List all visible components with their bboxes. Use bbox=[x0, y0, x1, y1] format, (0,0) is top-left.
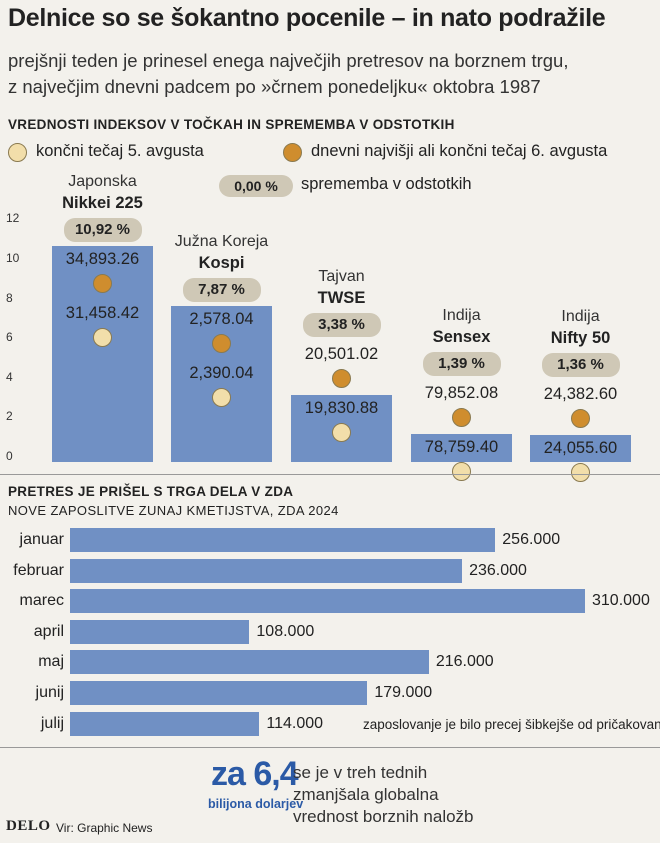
bar-kospi bbox=[171, 306, 272, 462]
jobs-bar-april bbox=[70, 619, 250, 644]
footer-text-1: se je v treh tednih bbox=[293, 763, 428, 782]
light-dot-legend-icon bbox=[8, 143, 27, 162]
y-tick-label: 0 bbox=[6, 449, 13, 463]
jobs-bar-maj bbox=[70, 650, 429, 675]
y-tick-label: 6 bbox=[6, 330, 13, 345]
legend-pill-desc: sprememba v odstotkih bbox=[301, 175, 472, 193]
jobs-bar-chart: januar 256.000 februar 236.000 marec 310.000 a… bbox=[13, 528, 650, 736]
country-label: Indija bbox=[442, 307, 481, 325]
page-title: Delnice so se šokantno pocenile – in nat… bbox=[8, 4, 606, 32]
month-label: junij bbox=[35, 684, 64, 701]
jobs-bar-februar bbox=[70, 558, 463, 583]
jobs-bar-januar bbox=[70, 528, 496, 552]
high-aug6-value: 34,893.26 bbox=[65, 249, 140, 268]
footer-big-number: za 6,4 bbox=[211, 755, 299, 793]
country-label: Južna Koreja bbox=[174, 233, 269, 251]
month-label: julij bbox=[40, 714, 64, 732]
high-aug6-value: 79,852.08 bbox=[424, 384, 499, 403]
footer-text-3: vrednost borznih naložb bbox=[293, 807, 474, 826]
month-label: marec bbox=[19, 592, 64, 610]
high-aug6-value: 2,578.04 bbox=[189, 310, 254, 329]
light-dot-icon bbox=[571, 463, 590, 483]
close-aug5-value: 31,458.42 bbox=[65, 303, 140, 322]
country-label: Indija bbox=[561, 308, 600, 326]
jobs-bar-marec bbox=[70, 589, 585, 614]
change-pill: 3,38 % bbox=[302, 313, 381, 338]
footer-divider bbox=[0, 747, 660, 748]
dark-dot-icon bbox=[452, 408, 471, 428]
change-pill: 1,36 % bbox=[541, 353, 620, 378]
jobs-bar-julij bbox=[70, 711, 260, 736]
dark-dot-icon bbox=[93, 273, 112, 293]
jobs-value: 310.000 bbox=[592, 592, 650, 610]
index-name: TWSE bbox=[317, 289, 366, 308]
subtitle-line-1: prejšnji teden je prinesel enega največj… bbox=[8, 50, 569, 71]
country-label: Tajvan bbox=[318, 268, 365, 286]
dark-dot-icon bbox=[332, 369, 351, 389]
delo-logo: DELO bbox=[6, 818, 51, 834]
close-aug5-value: 19,830.88 bbox=[304, 399, 379, 418]
jobs-value: 216.000 bbox=[435, 653, 494, 671]
month-label: januar bbox=[19, 531, 64, 548]
section2-title: PRETRES JE PRIŠEL S TRGA DELA V ZDA bbox=[8, 484, 294, 499]
index-name: Nifty 50 bbox=[550, 329, 611, 348]
dark-dot-icon bbox=[212, 334, 231, 354]
y-tick-label: 12 bbox=[6, 211, 20, 226]
country-label: Japonska bbox=[68, 172, 137, 190]
section1-title: VREDNOSTI INDEKSOV V TOČKAH IN SPREMEMBA… bbox=[8, 117, 455, 132]
close-aug5-value: 2,390.04 bbox=[189, 364, 254, 383]
legend-dark-label: dnevni najvišji ali končni tečaj 6. avgu… bbox=[311, 142, 608, 160]
light-dot-icon bbox=[452, 462, 471, 482]
change-pill: 7,87 % bbox=[182, 278, 261, 303]
legend-light-label: končni tečaj 5. avgusta bbox=[36, 142, 204, 160]
jobs-value: 108.000 bbox=[256, 622, 315, 640]
index-name: Kospi bbox=[198, 254, 245, 273]
month-label: april bbox=[33, 622, 64, 640]
close-aug5-value: 24,055.60 bbox=[543, 439, 618, 458]
index-name: Nikkei 225 bbox=[62, 193, 143, 212]
index-bar-chart: 0 2 4 6 8 10 12 Japonska Nikkei 225 10,92 % 34,893… bbox=[6, 172, 631, 483]
month-label: februar bbox=[13, 561, 64, 579]
footer-text-2: zmanjšala globalna bbox=[293, 785, 439, 804]
jobs-bar-junij bbox=[70, 681, 368, 705]
footer-unit: bilijona dolarjev bbox=[208, 797, 304, 811]
bar-sensex bbox=[411, 434, 512, 462]
change-pill: 1,39 % bbox=[422, 352, 501, 377]
dark-dot-legend-icon bbox=[283, 143, 302, 162]
jobs-value: 236.000 bbox=[469, 561, 527, 579]
index-name: Sensex bbox=[432, 328, 491, 347]
jobs-value: 179.000 bbox=[374, 684, 433, 701]
divider bbox=[0, 474, 660, 475]
jobs-value: 256.000 bbox=[502, 531, 561, 548]
high-aug6-value: 24,382.60 bbox=[543, 385, 618, 404]
jobs-value: 114.000 bbox=[266, 714, 324, 732]
legend-pill: 0,00 % bbox=[219, 175, 293, 197]
subtitle-line-2: z največjim dnevni padcem po »črnem pone… bbox=[8, 76, 541, 97]
month-label: maj bbox=[38, 653, 64, 671]
july-note: zaposlovanje je bilo precej šibkejše od … bbox=[363, 717, 660, 732]
high-aug6-value: 20,501.02 bbox=[304, 345, 379, 364]
light-dot-icon bbox=[332, 423, 351, 443]
dark-dot-icon bbox=[571, 409, 590, 429]
y-tick-label: 2 bbox=[6, 409, 13, 424]
light-dot-icon bbox=[93, 327, 112, 347]
source: Vir: Graphic News bbox=[56, 821, 153, 835]
bar-nifty-50 bbox=[530, 435, 631, 462]
section2-subtitle: NOVE ZAPOSLITVE ZUNAJ KMETIJSTVA, ZDA 20… bbox=[8, 503, 339, 518]
y-tick-label: 4 bbox=[6, 369, 13, 384]
light-dot-icon bbox=[212, 388, 231, 408]
y-tick-label: 10 bbox=[6, 251, 20, 265]
y-tick-label: 8 bbox=[6, 290, 13, 305]
close-aug5-value: 78,759.40 bbox=[424, 438, 499, 457]
change-pill: 10,92 % bbox=[63, 217, 142, 242]
